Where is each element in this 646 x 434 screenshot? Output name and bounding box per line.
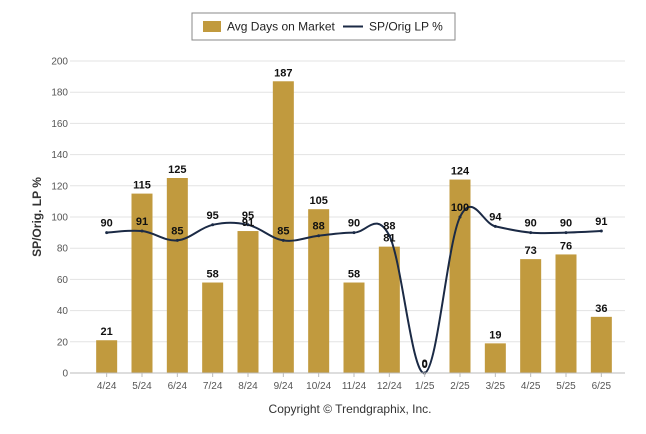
x-tick-label: 5/24: [132, 381, 152, 392]
bar-value-label: 91: [242, 217, 254, 229]
line-value-label: 95: [207, 210, 219, 222]
bar: [166, 178, 188, 373]
bar-value-label: 81: [383, 233, 395, 245]
x-tick-label: 4/25: [521, 381, 541, 392]
y-axis-title: SP/Orig. LP %: [30, 177, 44, 257]
bar-value-label: 36: [595, 303, 607, 315]
line-point: [246, 223, 250, 227]
legend-box: [191, 12, 456, 41]
y-tick-label: 200: [51, 57, 68, 68]
line-value-label: 90: [560, 218, 572, 230]
y-tick-label: 80: [57, 244, 69, 255]
line-point: [387, 234, 391, 238]
x-tick-label: 5/25: [556, 381, 576, 392]
legend: Avg Days on Market SP/Orig LP %: [191, 12, 456, 41]
x-tick-label: 6/25: [592, 381, 612, 392]
y-tick-label: 60: [57, 275, 69, 286]
line-point: [529, 231, 533, 235]
bar: [131, 193, 153, 373]
y-tick-label: 180: [51, 88, 68, 99]
bar: [555, 254, 577, 373]
bar: [484, 343, 506, 373]
bar-value-label: 105: [309, 195, 327, 207]
bar: [520, 259, 542, 373]
x-tick-label: 8/24: [238, 381, 258, 392]
bar: [272, 81, 294, 373]
data-labels: 21 115 125 58 91 187 105 58 81 0 124 19 73 76 36 90 91 85…: [101, 67, 608, 371]
x-tick-label: 2/25: [450, 381, 470, 392]
line-point: [105, 231, 109, 235]
line-value-label: 91: [595, 216, 607, 228]
bar-value-label: 187: [274, 67, 292, 79]
bar: [343, 282, 365, 373]
axes: 4/24 5/24 6/24 7/24 8/24 9/24 10/24 11/24 12/24 1…: [70, 372, 625, 392]
line-point: [175, 238, 179, 242]
y-tick-label: 20: [57, 337, 69, 348]
y-tick-label: 40: [57, 306, 69, 317]
line-value-label: 0: [422, 358, 428, 370]
legend-bar-swatch: [203, 21, 221, 32]
x-tick-label: 9/24: [274, 381, 294, 392]
line-value-label: 88: [383, 221, 395, 233]
line-series-path: [106, 206, 602, 375]
bar-value-label: 115: [133, 180, 151, 192]
legend-bar-label: Avg Days on Market: [227, 20, 335, 34]
line-value-label: 88: [313, 221, 325, 233]
x-tick-label: 10/24: [306, 381, 331, 392]
bar-value-label: 124: [451, 166, 470, 178]
bar: [237, 231, 259, 373]
line-point: [352, 231, 356, 235]
line-point: [211, 223, 215, 227]
x-tick-label: 7/24: [203, 381, 223, 392]
line-value-label: 90: [348, 218, 360, 230]
line-value-label: 94: [489, 211, 502, 223]
bar: [590, 316, 612, 373]
bar-value-label: 19: [489, 329, 501, 341]
bar-value-label: 0: [422, 359, 428, 371]
line-value-label: 85: [277, 225, 289, 237]
line-value-label: 90: [525, 218, 537, 230]
line-value-label: 95: [242, 210, 254, 222]
legend-line-label: SP/Orig LP %: [369, 20, 443, 34]
x-tick-label: 6/24: [168, 381, 188, 392]
bar-value-label: 21: [101, 326, 113, 338]
bar-value-label: 76: [560, 240, 572, 252]
line-value-label: 90: [101, 218, 113, 230]
bar-value-label: 58: [207, 269, 219, 281]
y-tick-label: 100: [51, 213, 68, 224]
bar: [378, 246, 400, 373]
copyright-text: Copyright © Trendgraphix, Inc.: [269, 402, 432, 416]
line-point: [140, 229, 144, 233]
y-tick-label: 160: [51, 119, 68, 130]
x-tick-label: 1/25: [415, 381, 435, 392]
line-point: [281, 238, 285, 242]
bar-value-label: 73: [525, 245, 537, 257]
line-value-label: 91: [136, 216, 148, 228]
y-tick-label: 140: [51, 150, 68, 161]
x-tick-label: 11/24: [342, 381, 367, 392]
y-tick-label: 0: [62, 369, 68, 380]
line-value-label: 85: [171, 225, 183, 237]
bars: [96, 81, 612, 373]
y-tick-label: 120: [51, 181, 68, 192]
bar: [308, 209, 330, 373]
x-tick-label: 4/24: [97, 381, 117, 392]
bar: [449, 179, 471, 373]
bar: [96, 340, 118, 373]
x-tick-label: 12/24: [377, 381, 402, 392]
line-point: [599, 229, 603, 233]
line-point: [458, 215, 462, 219]
bar: [202, 282, 224, 373]
line-layer: [105, 206, 603, 375]
x-tick-label: 3/25: [486, 381, 506, 392]
line-value-label: 100: [451, 202, 469, 214]
line-point: [317, 234, 321, 238]
line-point: [564, 231, 568, 235]
bar-value-label: 58: [348, 269, 360, 281]
bar-value-label: 125: [168, 164, 186, 176]
line-point: [493, 224, 497, 228]
